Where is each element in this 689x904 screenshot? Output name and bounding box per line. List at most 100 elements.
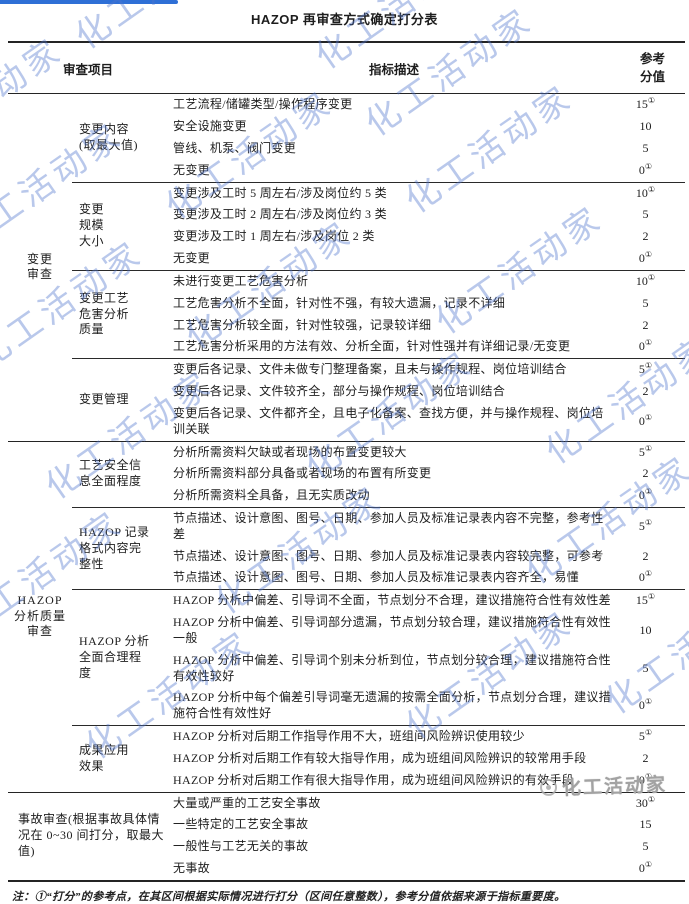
indicator-desc-cell: 无事故	[173, 861, 210, 876]
score-cell: 15	[620, 814, 685, 836]
score-value: 5	[642, 207, 649, 222]
score-note-marker: ①	[647, 96, 656, 106]
score-value: 2	[642, 466, 649, 481]
table-row: 事故审查(根据事故具体情况在 0~30 间打分，取最大值) 大量或严重的工艺安全事…	[8, 791, 686, 881]
score-value: 2	[642, 317, 649, 332]
score-note-marker: ①	[644, 771, 653, 781]
score-cell: 2	[620, 381, 685, 403]
indicator-desc-cell: 分析所需资料全具备，且无实质改动	[173, 488, 370, 503]
score-cell: 2	[620, 463, 685, 485]
score-note-marker: ①	[644, 361, 653, 371]
table-row: HAZOP 分析中偏差、引导词个别未分析到位，节点划分较合理，建议措施符合性有效…	[8, 650, 685, 688]
score-cell: 10	[620, 116, 685, 138]
score-cell: 10	[620, 612, 685, 650]
indicator-desc-cell: 工艺危害分析不全面，针对性不强，有较大遗漏，记录不详细	[173, 295, 506, 310]
score-cell: 10①	[620, 181, 686, 205]
score-value: 5	[642, 839, 649, 854]
score-cell: 30①	[620, 791, 686, 815]
table-row: 变更 规模 大小 变更涉及工时 5 周左右/涉及岗位约 5 类 10①	[8, 181, 686, 271]
indicator-desc-cell: 安全设施变更	[173, 119, 247, 134]
review-subitem-cell: 变更工艺 危害分析 质量	[72, 269, 169, 359]
indicator-desc-cell: 节点描述、设计意图、图号、日期、参加人员及标准记录表内容不完整，参考性差	[168, 506, 621, 546]
indicator-desc-cell: 工艺流程/储罐类型/操作程序变更	[168, 93, 621, 117]
score-cell: 5	[620, 138, 685, 160]
score-value: 0	[638, 488, 645, 503]
table-row: 分析所需资料全具备，且无实质改动 0①	[8, 485, 685, 507]
hazop-score-table: 审查项目 指标描述 参考分值 变更 审查 变更内容 (取最大值) 工艺流程/储罐类型…	[8, 41, 686, 882]
table-row: 无变更 0①	[8, 248, 685, 270]
score-note-marker: ①	[644, 443, 653, 453]
indicator-desc-cell: 变更涉及工时 5 周左右/涉及岗位约 5 类	[168, 181, 621, 205]
table-row: 节点描述、设计意图、图号、日期、参加人员及标准记录表内容齐全，易懂 0①	[8, 567, 685, 589]
indicator-desc-cell: HAZOP 分析中每个偏差引导词毫无遗漏的按需全面分析，节点划分合理，建议措施符…	[173, 690, 611, 721]
indicator-desc-cell: 无变更	[173, 251, 210, 266]
table-row: HAZOP 分析中每个偏差引导词毫无遗漏的按需全面分析，节点划分合理，建议措施符…	[8, 687, 685, 725]
score-cell: 5①	[620, 506, 686, 546]
score-value: 5	[638, 518, 645, 533]
table-row: 工艺危害分析较全面，针对性较强，记录较详细 2	[8, 315, 685, 337]
indicator-desc-cell: 一般性与工艺无关的事故	[173, 839, 309, 854]
indicator-desc-cell: 节点描述、设计意图、图号、日期、参加人员及标准记录表内容齐全，易懂	[173, 570, 579, 585]
indicator-desc-cell: 变更后各记录、文件较齐全，部分与操作规程、岗位培训结合	[173, 384, 506, 399]
table-row: HAZOP 分析中偏差、引导词部分遗漏，节点划分较合理，建议措施符合性有效性一般…	[8, 612, 685, 650]
review-subitem-cell: HAZOP 分析 全面合理程 度	[72, 589, 169, 726]
review-subitem-cell: 成果应用 效果	[72, 725, 169, 793]
score-note-marker: ①	[644, 250, 653, 260]
score-cell: 0①	[620, 687, 685, 725]
review-group-cell: 变更 审查	[8, 93, 72, 441]
score-cell: 5	[620, 650, 685, 688]
score-value: 10	[635, 185, 648, 200]
score-value: 30	[635, 795, 648, 810]
indicator-desc-cell: HAZOP 分析对后期工作有较大指导作用，成为班组间风险辨识的较常用手段	[173, 750, 587, 765]
score-note-marker: ①	[647, 184, 656, 194]
score-value: 0	[638, 251, 645, 266]
score-value: 10	[639, 623, 652, 638]
review-group-cell: 事故审查(根据事故具体情况在 0~30 间打分，取最大值)	[8, 791, 169, 881]
review-subitem-cell: HAZOP 记录 格式内容完 整性	[72, 506, 169, 590]
score-cell: 10①	[620, 269, 686, 293]
table-row: 工艺危害分析不全面，针对性不强，有较大遗漏，记录不详细 5	[8, 293, 685, 315]
table-row: 节点描述、设计意图、图号、日期、参加人员及标准记录表内容较完整，可参考 2	[8, 546, 685, 568]
score-note-marker: ①	[644, 487, 653, 497]
review-subitem-cell: 变更 规模 大小	[72, 181, 169, 271]
score-value: 0	[638, 162, 645, 177]
table-row: 变更管理 变更后各记录、文件未做专门整理备案，且未与操作规程、岗位培训结合 5①	[8, 358, 686, 441]
indicator-desc-cell: 变更涉及工时 1 周左右/涉及岗位 2 类	[173, 229, 375, 244]
header-row: 审查项目 指标描述 参考分值	[8, 42, 686, 94]
score-value: 0	[638, 772, 645, 787]
table-row: 安全设施变更 10	[8, 116, 685, 138]
score-value: 0	[638, 339, 645, 354]
score-value: 0	[638, 570, 645, 585]
table-row: 管线、机泵、阀门变更 5	[8, 138, 685, 160]
score-cell: 5	[620, 293, 685, 315]
footnote: 注：①“打分”的参考点，在其区间根据实际情况进行打分（区间任意整数），参考分值依…	[12, 890, 566, 903]
indicator-desc-cell: 分析所需资料欠缺或者现场的布置变更较大	[168, 440, 621, 464]
score-cell: 2	[620, 546, 685, 568]
score-note-marker: ①	[644, 161, 653, 171]
score-cell: 0①	[620, 858, 685, 881]
score-value: 5	[638, 729, 645, 744]
indicator-desc-cell: 变更涉及工时 2 周左右/涉及岗位约 3 类	[173, 207, 387, 222]
score-cell: 5①	[620, 440, 686, 464]
score-cell: 5	[620, 204, 685, 226]
score-note-marker: ①	[644, 412, 653, 422]
score-note-marker: ①	[644, 569, 653, 579]
score-value: 15	[639, 817, 652, 832]
score-cell: 5①	[620, 725, 686, 748]
score-value: 2	[642, 384, 649, 399]
indicator-desc-cell: 分析所需资料部分具备或者现场的布置有所变更	[173, 466, 432, 481]
score-value: 5	[638, 362, 645, 377]
indicator-desc-cell: 管线、机泵、阀门变更	[173, 140, 297, 155]
score-cell: 0①	[620, 336, 685, 358]
indicator-desc-cell: 大量或严重的工艺安全事故	[168, 791, 621, 815]
page-title: HAZOP 再审查方式确定打分表	[251, 12, 438, 27]
score-note-marker: ①	[644, 517, 653, 527]
score-cell: 2	[620, 315, 685, 337]
indicator-desc-cell: HAZOP 分析中偏差、引导词部分遗漏，节点划分较合理，建议措施符合性有效性一般	[173, 615, 611, 645]
table-row: 变更后各记录、文件都齐全，且电子化备案、查找方便，并与操作规程、岗位培训关联 0①	[8, 403, 685, 441]
score-note-marker: ①	[644, 697, 653, 707]
indicator-desc-cell: 工艺危害分析采用的方法有效、分析全面，针对性强并有详细记录/无变更	[173, 339, 571, 354]
score-value: 5	[642, 295, 649, 310]
table-row: 变更涉及工时 2 周左右/涉及岗位约 3 类 5	[8, 204, 685, 226]
table-row: 工艺危害分析采用的方法有效、分析全面，针对性强并有详细记录/无变更 0①	[8, 336, 685, 358]
